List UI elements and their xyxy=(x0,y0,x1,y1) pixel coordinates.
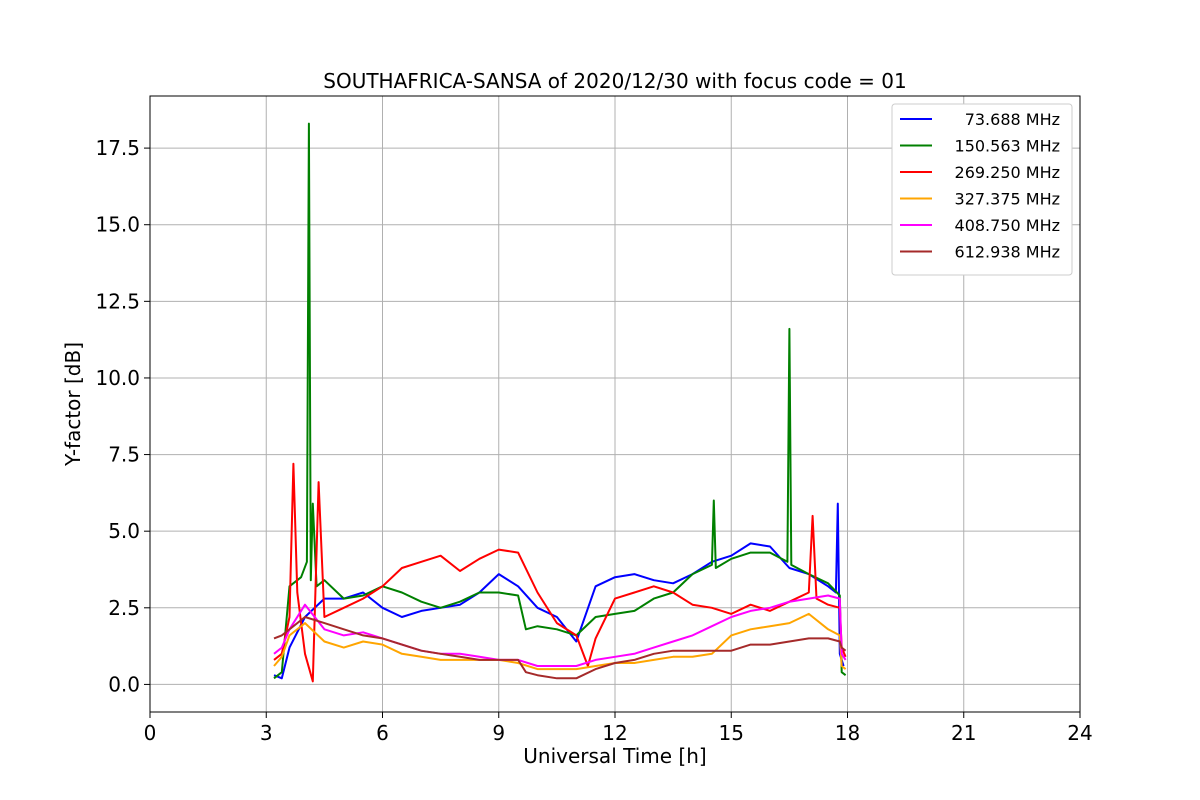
x-axis-label: Universal Time [h] xyxy=(523,744,706,768)
y-tick-label: 7.5 xyxy=(108,443,140,467)
y-tick-label: 15.0 xyxy=(95,213,140,237)
legend-label: 269.250 MHz xyxy=(955,163,1060,182)
x-tick-label: 0 xyxy=(144,721,157,745)
legend-label: 150.563 MHz xyxy=(955,137,1060,156)
legend-box xyxy=(891,103,1073,276)
y-tick-label: 2.5 xyxy=(108,596,140,620)
legend-label: 408.750 MHz xyxy=(955,216,1060,235)
x-tick-label: 9 xyxy=(492,721,505,745)
x-tick-label: 24 xyxy=(1067,721,1092,745)
legend: 73.688 MHz 150.563 MHz 269.250 MHz 327.375 … xyxy=(891,103,1073,276)
legend-label: 73.688 MHz xyxy=(965,110,1060,129)
series-line-3 xyxy=(273,462,847,683)
x-tick-label: 12 xyxy=(602,721,627,745)
y-axis-ticks: 0.0 2.5 5.0 7.5 10.0 12.5 15.0 17.5 xyxy=(95,136,150,696)
x-tick-label: 6 xyxy=(376,721,389,745)
x-axis-ticks: 0 3 6 9 12 15 18 21 24 xyxy=(144,712,1093,745)
x-tick-label: 15 xyxy=(719,721,744,745)
series-line-1 xyxy=(273,502,845,680)
y-axis-label: Y-factor [dB] xyxy=(61,342,85,467)
series-lines xyxy=(273,122,847,683)
x-tick-label: 3 xyxy=(260,721,273,745)
legend-label: 612.938 MHz xyxy=(955,243,1060,262)
x-tick-label: 18 xyxy=(835,721,860,745)
series-line-5 xyxy=(273,594,847,667)
y-tick-label: 17.5 xyxy=(95,136,140,160)
series-line-6 xyxy=(273,616,847,680)
series-line-4 xyxy=(273,612,847,671)
chart-title: SOUTHAFRICA-SANSA of 2020/12/30 with foc… xyxy=(323,69,907,93)
series-line-2 xyxy=(273,122,847,680)
y-tick-label: 12.5 xyxy=(95,289,140,313)
y-tick-label: 10.0 xyxy=(95,366,140,390)
y-tick-label: 5.0 xyxy=(108,519,140,543)
x-tick-label: 21 xyxy=(951,721,976,745)
legend-label: 327.375 MHz xyxy=(955,190,1060,209)
y-tick-label: 0.0 xyxy=(108,672,140,696)
